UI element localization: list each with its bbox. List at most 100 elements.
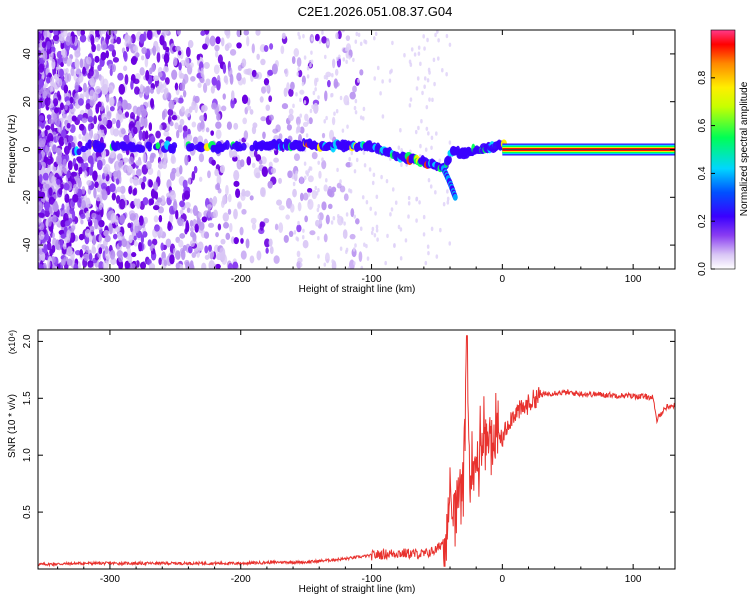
heatmap-cell: [325, 115, 328, 121]
heatmap-cell: [345, 247, 349, 253]
heatmap-cell: [197, 82, 202, 89]
heatmap-cell: [348, 188, 351, 193]
heatmap-cell: [76, 30, 82, 37]
heatmap-cell: [143, 117, 148, 128]
heatmap-cell: [436, 30, 439, 34]
heatmap-cell: [299, 89, 305, 95]
heatmap-cell: [311, 151, 318, 160]
heatmap-cell: [117, 100, 122, 111]
heatmap-cell: [133, 187, 138, 196]
heatmap-cell: [49, 30, 54, 34]
heatmap-cell: [223, 75, 228, 83]
x-tick-label: -200: [231, 274, 251, 285]
heatmap-cell: [241, 188, 246, 197]
heatmap-cell: [60, 62, 64, 68]
heatmap-cell: [185, 221, 190, 233]
heatmap-cell: [189, 226, 194, 233]
heatmap-cell: [360, 265, 364, 269]
heatmap-cell: [317, 188, 320, 193]
heatmap-cell: [118, 84, 125, 95]
heatmap-cell: [428, 97, 431, 102]
heatmap-cell: [38, 78, 44, 88]
heatmap-cell: [67, 114, 73, 124]
heatmap-cell: [224, 43, 230, 52]
heatmap-cell: [134, 224, 140, 234]
heatmap-cell: [191, 100, 196, 111]
heatmap-cell: [423, 46, 426, 51]
heatmap-cell: [440, 68, 444, 73]
heatmap-cell: [336, 56, 339, 62]
heatmap-cell: [305, 170, 308, 175]
heatmap-cell: [431, 97, 434, 103]
heatmap-cell: [169, 171, 176, 181]
heatmap-cell: [246, 105, 252, 111]
heatmap-cell: [38, 129, 42, 135]
heatmap-cell: [229, 148, 233, 158]
heatmap-cell: [375, 228, 379, 233]
heatmap-cell: [354, 243, 357, 248]
heatmap-cell: [112, 128, 120, 137]
snr-y-axis-label: SNR (10 * v/v): [7, 394, 18, 458]
heatmap-cell: [188, 106, 193, 113]
heatmap-cell: [39, 249, 43, 255]
heatmap-cell: [171, 69, 178, 80]
heatmap-cell: [255, 154, 262, 162]
heatmap-cell: [307, 192, 311, 197]
heatmap-cell: [51, 175, 56, 184]
heatmap-cell: [284, 68, 289, 78]
heatmap-cell: [445, 72, 448, 77]
heatmap-cell: [76, 156, 83, 162]
heatmap-cell: [52, 34, 60, 42]
heatmap-cell: [321, 132, 326, 139]
heatmap-cell: [74, 163, 79, 171]
heatmap-cell: [153, 204, 160, 211]
heatmap-cell: [216, 182, 221, 191]
heatmap-cell: [249, 109, 254, 115]
heatmap-cell: [249, 195, 254, 201]
heatmap-cell: [422, 232, 426, 237]
heatmap-cell: [321, 30, 324, 35]
heatmap-cell: [292, 188, 297, 198]
heatmap-cell: [109, 97, 115, 106]
heatmap-cell: [338, 54, 341, 59]
heatmap-cell: [44, 183, 50, 189]
heatmap-cell: [339, 179, 342, 184]
heatmap-cell: [106, 119, 113, 129]
heatmap-cell: [191, 170, 196, 181]
heatmap-cell: [417, 125, 420, 131]
heatmap-cell: [278, 205, 285, 211]
heatmap-cell: [138, 242, 143, 252]
heatmap-cell: [188, 142, 196, 152]
heatmap-cell: [321, 201, 327, 211]
heatmap-cell: [139, 84, 144, 93]
heatmap-cell: [75, 68, 81, 75]
heatmap-cell: [103, 230, 110, 237]
heatmap-cell: [236, 30, 242, 38]
heatmap-cell: [259, 96, 264, 103]
heatmap-cell: [216, 252, 222, 261]
heatmap-cell: [162, 161, 168, 170]
heatmap-cell: [38, 191, 42, 202]
heatmap-cell: [81, 117, 88, 123]
heatmap-cell: [145, 70, 150, 81]
heatmap-cell: [376, 237, 379, 242]
heatmap-cell: [288, 230, 294, 238]
heatmap-cell: [38, 201, 43, 212]
heatmap-cell: [394, 200, 398, 205]
heatmap-cell: [427, 178, 431, 183]
heatmap-cell: [393, 242, 396, 248]
heatmap-cell: [163, 151, 168, 163]
heatmap-cell: [142, 197, 149, 206]
heatmap-cell: [87, 116, 94, 123]
heatmap-cell: [336, 167, 339, 173]
heatmap-cell: [99, 128, 104, 137]
heatmap-cell: [433, 81, 436, 87]
heatmap-tone-band: [502, 149, 675, 150]
heatmap-cell: [214, 168, 219, 177]
heatmap-cell: [326, 258, 329, 264]
heatmap-cell: [61, 129, 67, 138]
heatmap-cell: [156, 85, 161, 95]
heatmap-cell: [423, 84, 426, 89]
heatmap-cell: [64, 193, 70, 203]
